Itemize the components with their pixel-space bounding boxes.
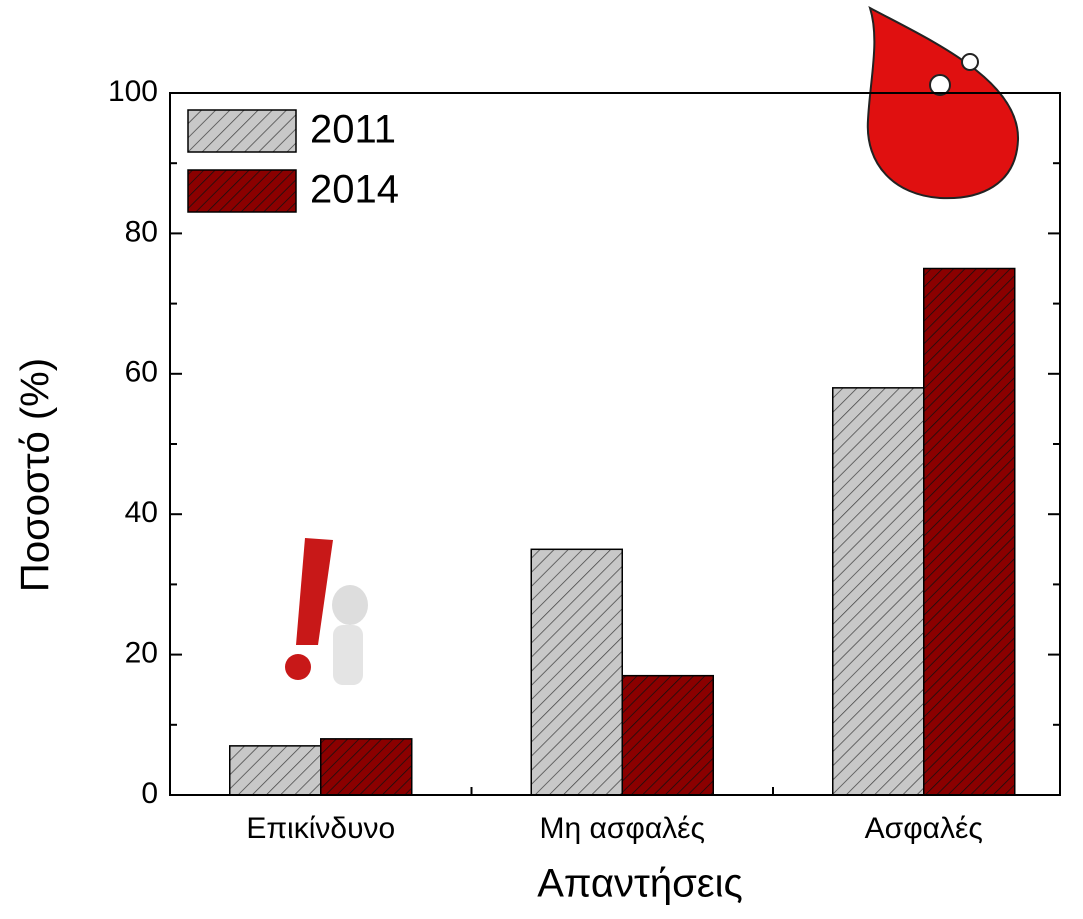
bar: [832, 387, 925, 796]
y-tick-label: 20: [125, 637, 158, 670]
x-axis-label: Απαντήσεις: [537, 862, 743, 906]
y-tick-label: 80: [125, 215, 158, 248]
y-tick-label: 0: [141, 777, 158, 810]
legend-label: 2011: [310, 108, 396, 152]
bar: [621, 674, 714, 796]
bar: [229, 745, 322, 796]
plot-frame: [169, 92, 1061, 796]
y-tick-label: 40: [125, 496, 158, 529]
x-tick-label: Μη ασφαλές: [540, 812, 706, 845]
y-axis-label: Ποσοστό (%): [14, 358, 58, 592]
bar: [530, 548, 623, 796]
x-tick-label: Ασφαλές: [865, 812, 983, 845]
legend-label: 2014: [310, 168, 399, 212]
y-tick-label: 60: [125, 356, 158, 389]
bar: [923, 267, 1016, 796]
legend-swatch: [187, 169, 297, 213]
decoration-exclamation: [285, 538, 368, 685]
bar: [320, 738, 413, 796]
legend-swatch: [187, 109, 297, 153]
y-tick-label: 100: [108, 75, 158, 108]
x-tick-label: Επικίνδυνο: [246, 812, 395, 845]
decoration-drop: [866, 5, 1020, 200]
